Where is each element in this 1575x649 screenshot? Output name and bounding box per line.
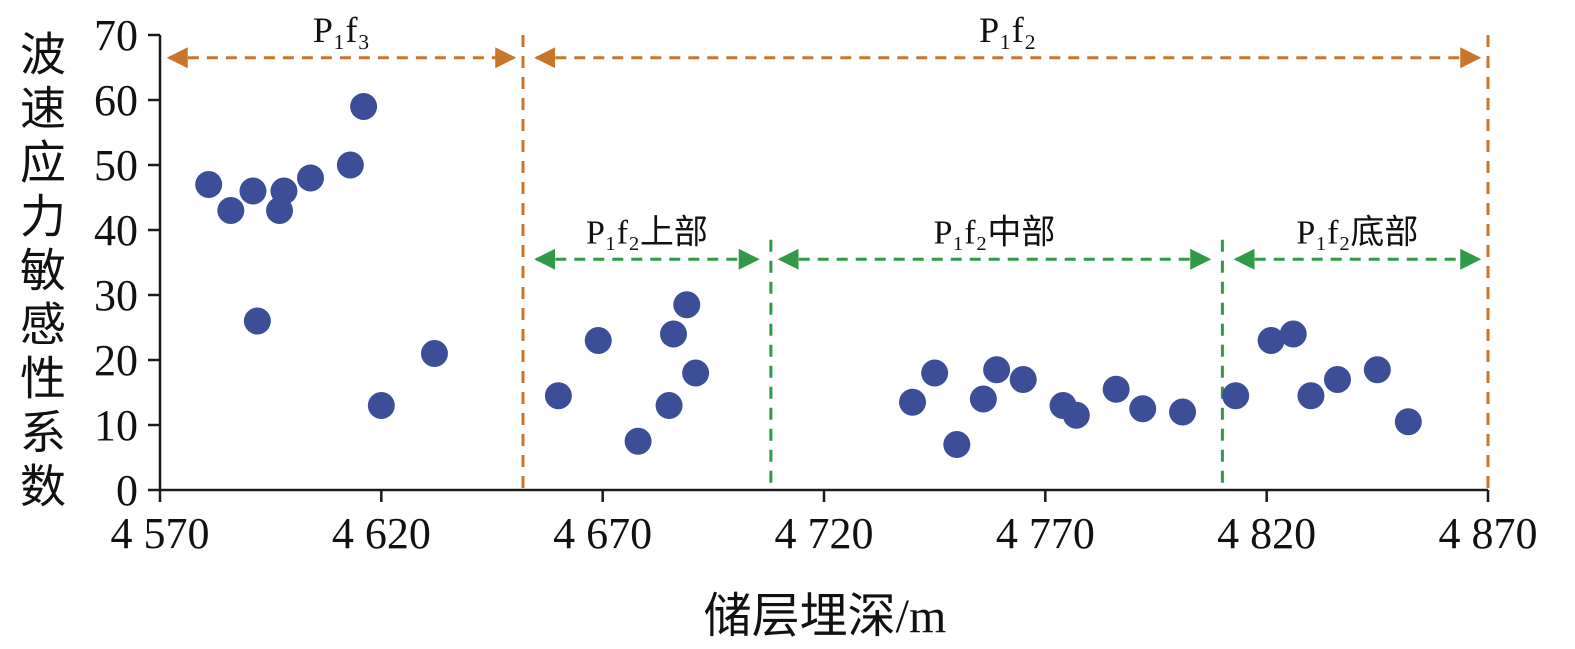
data-point xyxy=(673,291,701,319)
region-label: P₁f₂底部 xyxy=(1296,213,1418,251)
data-point xyxy=(1222,382,1250,410)
data-point xyxy=(350,93,378,120)
x-tick-label: 4 570 xyxy=(111,509,210,558)
data-point xyxy=(1363,356,1391,384)
data-point xyxy=(659,320,687,348)
region-label: P₁f₂ xyxy=(979,10,1036,50)
y-tick-label: 60 xyxy=(94,76,138,125)
y-tick-label: 70 xyxy=(94,11,138,60)
y-tick-label: 50 xyxy=(94,141,138,190)
data-point xyxy=(1009,366,1037,393)
y-tick-label: 0 xyxy=(116,466,138,515)
y-tick-label: 10 xyxy=(94,401,138,450)
data-point xyxy=(1323,366,1351,393)
data-point xyxy=(983,356,1011,384)
data-point xyxy=(921,359,949,387)
y-axis-title: 波速应力敏感性系数 xyxy=(14,29,65,516)
data-point xyxy=(1062,401,1090,429)
data-point xyxy=(239,177,267,205)
data-point xyxy=(367,392,395,419)
data-point xyxy=(1297,382,1325,410)
data-point xyxy=(1129,395,1157,423)
data-point xyxy=(1102,375,1130,403)
x-tick-label: 4 720 xyxy=(775,509,874,558)
data-point xyxy=(1279,320,1307,348)
data-point xyxy=(195,171,223,198)
x-tick-label: 4 770 xyxy=(996,509,1095,558)
y-tick-label: 20 xyxy=(94,336,138,385)
data-point xyxy=(584,327,612,354)
data-point xyxy=(1169,398,1197,426)
region-label: P₁f₂中部 xyxy=(933,213,1055,251)
data-point xyxy=(1394,408,1422,436)
data-point xyxy=(217,197,245,224)
data-point xyxy=(624,427,652,455)
data-point xyxy=(969,385,997,413)
data-point xyxy=(682,359,710,387)
y-tick-label: 30 xyxy=(94,271,138,320)
y-tick-label: 40 xyxy=(94,206,138,255)
data-point xyxy=(243,307,271,335)
x-tick-label: 4 670 xyxy=(553,509,652,558)
data-point xyxy=(270,177,298,205)
data-point xyxy=(336,151,364,179)
data-point xyxy=(655,392,683,419)
data-point xyxy=(1257,327,1285,354)
region-label: P₁f₂上部 xyxy=(586,213,708,251)
data-point xyxy=(943,431,971,458)
x-axis-title: 储层埋深/m xyxy=(703,590,947,643)
region-label: P₁f₃ xyxy=(313,10,370,50)
x-tick-label: 4 620 xyxy=(332,509,431,558)
data-point xyxy=(899,388,927,416)
data-point xyxy=(420,340,448,367)
x-tick-label: 4 820 xyxy=(1217,509,1316,558)
x-tick-label: 4 870 xyxy=(1439,509,1538,558)
data-point xyxy=(297,164,325,192)
data-point xyxy=(544,382,572,410)
